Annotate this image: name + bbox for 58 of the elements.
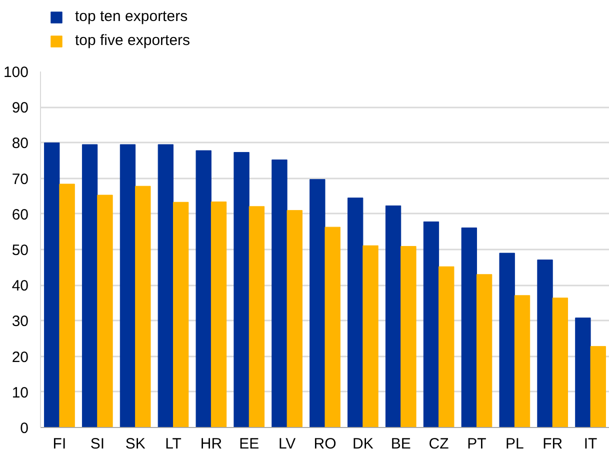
bar [234, 152, 250, 428]
y-tick-label: 80 [12, 135, 29, 152]
bar [348, 198, 364, 428]
bar [400, 246, 416, 428]
bar [324, 226, 340, 428]
x-tick-label: EE [239, 436, 260, 452]
bar [385, 205, 402, 428]
y-tick-label: 20 [12, 348, 29, 366]
x-tick-label: SI [90, 436, 104, 452]
bar [438, 266, 454, 428]
legend-label: top five exporters [75, 32, 190, 49]
bar [362, 245, 378, 428]
y-tick-label: 90 [12, 100, 29, 117]
bar [476, 274, 492, 428]
bar [537, 260, 553, 428]
bar [272, 160, 288, 428]
bar [173, 202, 189, 428]
bar [552, 298, 568, 428]
bar [59, 184, 75, 428]
x-tick-label: CZ [428, 436, 449, 452]
y-tick-label: 50 [12, 242, 29, 259]
y-tick-label: 0 [20, 420, 28, 437]
bar [423, 221, 440, 428]
bar [514, 295, 530, 428]
x-tick-label: HR [200, 436, 222, 452]
bar [310, 179, 326, 428]
x-tick-label: PT [467, 436, 486, 452]
x-tick-label: RO [314, 436, 336, 452]
bar [82, 144, 98, 428]
y-tick-label: 30 [12, 313, 29, 330]
y-tick-label: 60 [12, 206, 29, 224]
bar [461, 228, 477, 428]
y-tick-label: 100 [3, 64, 29, 81]
bar [97, 194, 113, 428]
x-tick-label: LV [278, 436, 296, 452]
y-tick-label: 40 [12, 278, 29, 295]
x-tick-label: DK [352, 436, 374, 452]
x-tick-label: LT [165, 436, 182, 452]
bar [196, 150, 212, 428]
x-tick-label: FI [52, 436, 66, 452]
bar [120, 144, 136, 428]
bar [158, 144, 174, 428]
bar [135, 186, 151, 428]
bar [210, 202, 227, 428]
bar [44, 142, 60, 428]
y-tick-label: 10 [12, 384, 29, 402]
x-tick-label: FR [542, 436, 563, 452]
bar [286, 210, 302, 428]
bar [499, 252, 515, 428]
bar [590, 346, 606, 428]
legend-label: top ten exporters [75, 8, 188, 25]
x-tick-label: SK [125, 436, 146, 452]
x-tick-label: IT [584, 436, 598, 452]
x-tick-label: BE [390, 436, 411, 452]
bar [248, 206, 265, 428]
y-tick-label: 70 [12, 170, 29, 188]
bar [575, 318, 591, 428]
x-tick-label: PL [505, 436, 524, 452]
